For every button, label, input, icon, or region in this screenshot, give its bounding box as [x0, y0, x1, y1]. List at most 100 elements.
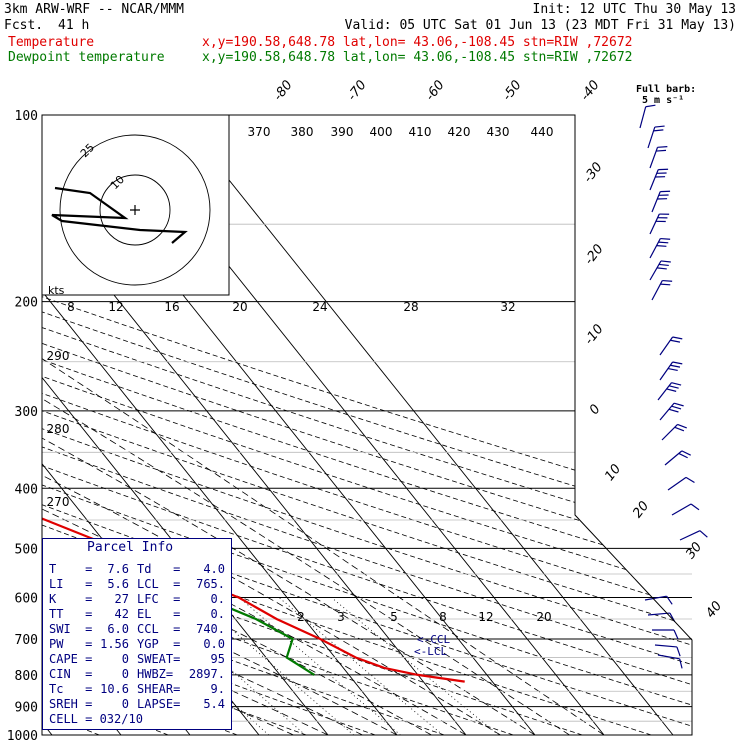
speed-axis-label-16: 16	[164, 300, 179, 314]
dry-adiabat-label-290: 290	[47, 349, 70, 363]
barb-shaft	[659, 336, 674, 356]
barb-feather	[662, 279, 673, 282]
parcel-value: 0.	[210, 607, 225, 621]
wind-barb	[652, 629, 679, 640]
barb-feather	[670, 339, 681, 343]
barb-feather	[679, 658, 683, 669]
barb-feather	[660, 283, 671, 286]
hodograph-ring-10	[99, 174, 171, 246]
plot-frame	[41, 114, 693, 736]
isotherm-label--30: -30	[581, 160, 606, 186]
parcel-value: 765.	[196, 577, 225, 591]
barb-shaft	[661, 424, 678, 441]
parcel-value: 5.4	[203, 697, 225, 711]
barb-feather	[657, 198, 668, 200]
barb-shaft	[639, 106, 647, 129]
barb-feather	[676, 646, 681, 657]
parcel-key: LI =	[49, 577, 93, 591]
pressure-label-1000: 1000	[7, 729, 38, 740]
barb-feather	[673, 402, 684, 407]
barb-feather	[660, 190, 671, 193]
barb-feather	[655, 220, 666, 223]
parcel-info-box: Parcel Info T = 7.6 Td = 4.0 LI = 5.6 LCL = 765…	[42, 538, 232, 730]
mixing-ratio-label-3: 3	[337, 610, 345, 624]
mixing-ratio-label-12: 12	[478, 610, 493, 624]
init-time: Init: 12 UTC Thu 30 May 13	[532, 2, 737, 17]
mixing-ratio-label-2: 2	[297, 610, 305, 624]
barb-shaft	[659, 361, 674, 381]
theta-label-390: 390	[331, 125, 354, 139]
isotherm	[176, 115, 674, 735]
annotation-ccl: <-CCL	[417, 633, 450, 646]
parcel-row: CIN = 0 HWBZ= 2897.	[49, 667, 227, 682]
wind-barb	[649, 168, 669, 191]
wind-barb	[657, 382, 682, 401]
parcel-key: Td =	[137, 562, 181, 576]
parcel-value: 0	[121, 652, 129, 666]
dry-adiabat-label-270: 270	[47, 495, 70, 509]
theta-label-380: 380	[291, 125, 314, 139]
barb-feather	[658, 263, 669, 267]
isotherm-label--70: -70	[345, 78, 370, 104]
barb-feather	[656, 267, 667, 270]
dry-adiabat-label-280: 280	[47, 422, 70, 436]
pressure-label-300: 300	[15, 405, 38, 420]
barb-shaft	[649, 169, 659, 191]
isotherm-label-0: 0	[587, 402, 604, 418]
barb-feather	[656, 149, 667, 152]
barb-feather	[656, 172, 667, 174]
barb-shaft	[651, 280, 663, 301]
barb-feather	[668, 408, 679, 413]
moist-adiabat	[42, 223, 363, 735]
barb-feather	[668, 385, 679, 389]
annotation-lcl: <-LCL	[414, 645, 447, 658]
parcel-value: 0.	[210, 592, 225, 606]
wind-barb	[651, 190, 671, 213]
barb-feather	[671, 405, 682, 410]
parcel-key: Tc =	[49, 682, 93, 696]
mixing-ratio-line	[149, 597, 306, 735]
hodograph-ring-25	[59, 134, 211, 286]
parcel-row: PW = 1.56 YGP = 0.0	[49, 637, 227, 652]
wind-barb	[647, 612, 676, 622]
parcel-key: PW =	[49, 637, 93, 651]
parcel-value: 0.0	[203, 637, 225, 651]
parcel-value: 10.6	[100, 682, 129, 696]
parcel-row: Tc = 10.6 SHEAR= 9.	[49, 682, 227, 697]
wind-barb	[649, 213, 670, 235]
parcel-value: 42	[114, 607, 129, 621]
theta-label-420: 420	[448, 125, 471, 139]
wind-barb	[664, 450, 691, 466]
parcel-value: 5.6	[107, 577, 129, 591]
parcel-key: K =	[49, 592, 93, 606]
barb-feather	[666, 595, 673, 605]
pressure-label-800: 800	[15, 669, 38, 684]
barb-feather	[672, 336, 683, 340]
pressure-label-600: 600	[15, 591, 38, 606]
parcel-value: 4.0	[203, 562, 225, 576]
theta-label-430: 430	[487, 125, 510, 139]
isotherm-label--20: -20	[582, 242, 607, 268]
parcel-key: SHEAR=	[137, 682, 181, 696]
parcel-value: 95	[210, 652, 225, 666]
barb-feather	[666, 388, 677, 392]
hodograph-origin	[130, 205, 140, 215]
barb-shaft	[657, 382, 673, 401]
wind-barb	[661, 423, 687, 441]
parcel-row: TT = 42 EL = 0.	[49, 607, 227, 622]
parcel-row: K = 27 LFC = 0.	[49, 592, 227, 607]
barb-feather	[671, 382, 682, 386]
barb-feather	[658, 241, 669, 244]
barb-feather	[677, 423, 687, 429]
barb-shaft	[649, 238, 661, 259]
parcel-key: CIN =	[49, 667, 93, 681]
parcel-value: 9.	[210, 682, 225, 696]
wind-barb	[649, 146, 668, 169]
barb-feather	[645, 104, 656, 108]
mixing-ratio-label-8: 8	[439, 610, 447, 624]
parcel-info-title: Parcel Info	[87, 540, 174, 555]
parcel-value: 6.0	[107, 622, 129, 636]
wind-barb	[659, 361, 683, 381]
valid-time: Valid: 05 UTC Sat 01 Jun 13 (23 MDT Fri …	[344, 18, 736, 33]
